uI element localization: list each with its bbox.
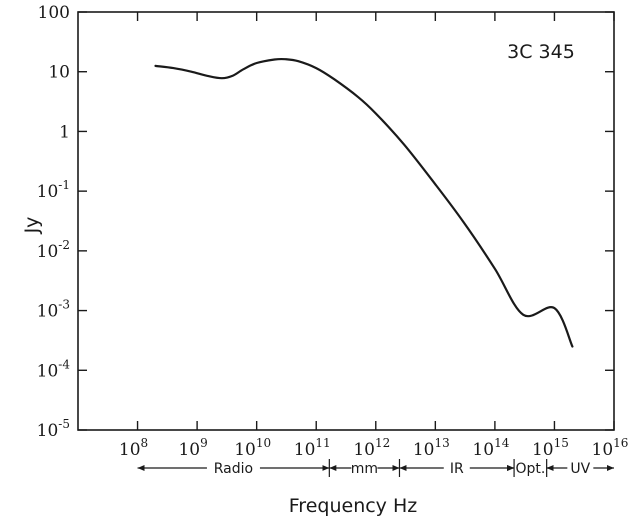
plot-frame bbox=[77, 11, 615, 431]
y-tick-label: 1 bbox=[59, 122, 70, 142]
band-label: UV bbox=[570, 461, 590, 477]
band-label: IR bbox=[450, 461, 464, 477]
x-axis-label: Frequency Hz bbox=[289, 495, 417, 517]
x-tick-label: 1016 bbox=[592, 436, 629, 460]
x-tick-label: 1012 bbox=[353, 436, 390, 460]
x-tick-base: 10 bbox=[413, 440, 435, 460]
y-tick-label: 10-2 bbox=[37, 238, 70, 262]
x-tick-label: 1010 bbox=[234, 436, 271, 460]
band-mm: mm bbox=[328, 459, 400, 477]
x-tick-exponent: 12 bbox=[375, 436, 390, 450]
x-tick-exponent: 14 bbox=[494, 436, 510, 450]
x-tick-base: 10 bbox=[178, 440, 200, 460]
x-tick-exponent: 8 bbox=[141, 436, 149, 450]
x-tick-label: 1014 bbox=[472, 436, 509, 460]
band-label: Radio bbox=[214, 461, 253, 477]
y-tick-base: 10 bbox=[37, 361, 59, 381]
y-tick-base: 10 bbox=[37, 182, 59, 202]
y-tick-label: 10-4 bbox=[37, 357, 71, 381]
x-tick-exponent: 9 bbox=[200, 436, 208, 450]
y-tick-label: 10 bbox=[48, 63, 70, 83]
x-tick-base: 10 bbox=[592, 440, 614, 460]
bands-layer: Radio mm IR Opt. UV bbox=[137, 459, 614, 477]
source-annotation: 3C 345 bbox=[507, 41, 575, 63]
axes-layer bbox=[77, 11, 615, 431]
x-tick-base: 10 bbox=[472, 440, 494, 460]
x-tick-exponent: 16 bbox=[613, 436, 628, 450]
x-tick-label: 1011 bbox=[294, 436, 331, 460]
band-label: Opt. bbox=[515, 461, 545, 477]
x-tick-label: 108 bbox=[119, 436, 148, 460]
y-tick-base: 10 bbox=[37, 242, 59, 262]
y-tick-exponent: -1 bbox=[58, 178, 70, 192]
x-tick-exponent: 11 bbox=[315, 436, 330, 450]
y-tick-exponent: -5 bbox=[58, 417, 70, 431]
y-tick-exponent: -3 bbox=[58, 298, 70, 312]
series-layer bbox=[154, 57, 574, 348]
band-uv: UV bbox=[546, 459, 614, 477]
x-tick-base: 10 bbox=[294, 440, 316, 460]
x-tick-exponent: 15 bbox=[554, 436, 569, 450]
x-tick-base: 10 bbox=[532, 440, 554, 460]
x-tick-label: 109 bbox=[178, 436, 207, 460]
y-tick-exponent: -2 bbox=[58, 238, 70, 252]
x-tick-label: 1013 bbox=[413, 436, 450, 460]
x-tick-base: 10 bbox=[119, 440, 141, 460]
band-radio: Radio bbox=[137, 461, 330, 477]
y-tick-base: 100 bbox=[38, 3, 70, 23]
x-tick-label: 1015 bbox=[532, 436, 569, 460]
y-tick-base: 10 bbox=[37, 302, 59, 322]
y-tick-base: 10 bbox=[48, 63, 70, 83]
y-tick-label: 10-3 bbox=[37, 298, 70, 322]
band-ir: IR bbox=[398, 459, 515, 477]
y-axis-label: Jy bbox=[21, 217, 43, 235]
y-tick-label: 10-5 bbox=[37, 417, 70, 441]
band-label: mm bbox=[351, 461, 378, 477]
y-tick-label: 100 bbox=[38, 3, 70, 23]
sed-curve bbox=[154, 57, 574, 348]
y-tick-label: 10-1 bbox=[37, 178, 70, 202]
y-tick-base: 1 bbox=[59, 122, 70, 142]
x-tick-exponent: 10 bbox=[256, 436, 271, 450]
y-tick-base: 10 bbox=[37, 421, 59, 441]
y-tick-exponent: -4 bbox=[58, 357, 70, 371]
x-tick-base: 10 bbox=[353, 440, 375, 460]
x-tick-base: 10 bbox=[234, 440, 256, 460]
band-opt: Opt. bbox=[507, 459, 554, 477]
x-tick-exponent: 13 bbox=[435, 436, 450, 450]
